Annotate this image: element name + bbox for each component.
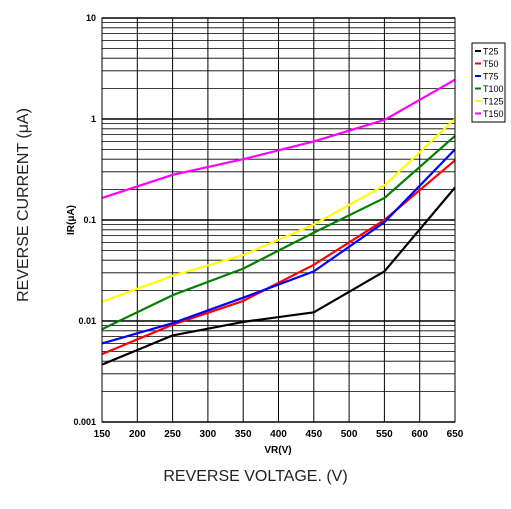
x-tick-label: 400: [270, 429, 287, 440]
y-tick-label: 0.01: [78, 316, 96, 326]
y-tick-label: 0.1: [83, 215, 96, 225]
series-lines: [101, 78, 456, 366]
x-tick-label: 300: [200, 429, 217, 440]
outer-x-axis-label: REVERSE VOLTAGE. (V): [163, 468, 348, 485]
series-line-t150: [101, 78, 456, 200]
legend-label: T125: [483, 97, 504, 107]
x-tick-label: 550: [376, 429, 393, 440]
plot-frame: [101, 17, 456, 423]
y-axis-label: IR(μA): [66, 205, 77, 235]
y-tick-label: 1: [91, 114, 96, 124]
y-tick-label: 10: [86, 13, 96, 23]
legend-label: T100: [483, 84, 504, 94]
x-tick-label: 500: [341, 429, 358, 440]
series-line-t75: [101, 148, 456, 345]
y-tick-label: 0.001: [73, 417, 96, 427]
outer-y-axis-label: REVERSE CURRENT (μA): [15, 108, 32, 302]
series-line-t125: [101, 118, 456, 303]
legend-label: T50: [483, 59, 499, 69]
x-tick-label: 450: [305, 429, 322, 440]
x-tick-label: 650: [447, 429, 464, 440]
x-tick-label: 200: [129, 429, 146, 440]
legend-box: [471, 42, 506, 123]
legend-label: T75: [483, 72, 499, 82]
x-tick-label: 350: [235, 429, 252, 440]
x-tick-label: 150: [94, 429, 111, 440]
legend-label: T150: [483, 109, 504, 119]
x-tick-label: 600: [411, 429, 428, 440]
legend: T25 T50 T75 T100 T125 T150: [471, 42, 506, 123]
tick-labels: 150 200 250 300 350 400 450 500 550 600 650 0.001 0.…: [73, 13, 463, 440]
x-tick-label: 250: [164, 429, 181, 440]
series-line-t100: [101, 135, 456, 331]
legend-label: T25: [483, 47, 499, 57]
x-axis-label: VR(V): [264, 445, 291, 456]
series-line-t25: [101, 186, 456, 366]
